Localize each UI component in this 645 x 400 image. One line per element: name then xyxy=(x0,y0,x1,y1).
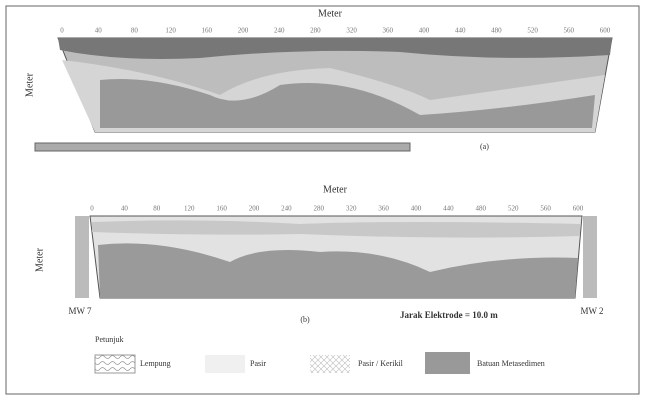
x-tick-label: 40 xyxy=(121,205,129,213)
x-tick-label: 560 xyxy=(564,27,575,35)
x-tick-label: 600 xyxy=(600,27,611,35)
x-tick-label: 280 xyxy=(314,205,325,213)
bottom-y-title: Meter xyxy=(34,247,45,272)
x-tick-label: 160 xyxy=(216,205,227,213)
left-well-label: MW 7 xyxy=(68,306,92,316)
x-tick-label: 520 xyxy=(508,205,519,213)
bottom-bedrock xyxy=(98,243,578,298)
x-tick-label: 240 xyxy=(274,27,285,35)
x-tick-label: 120 xyxy=(165,27,176,35)
x-tick-label: 480 xyxy=(491,27,502,35)
x-tick-label: 0 xyxy=(60,27,64,35)
colorbar xyxy=(34,142,411,152)
x-tick-label: 0 xyxy=(90,205,94,213)
x-tick-label: 240 xyxy=(281,205,292,213)
right-well xyxy=(583,216,597,298)
x-tick-label: 440 xyxy=(455,27,466,35)
left-well xyxy=(75,216,89,298)
top-x-title: Meter xyxy=(318,8,343,19)
right-well-label: MW 2 xyxy=(580,306,603,316)
legend-swatch xyxy=(205,355,245,373)
legend-swatch xyxy=(425,352,470,374)
x-tick-label: 520 xyxy=(527,27,538,35)
legend-item: Pasir xyxy=(250,359,266,368)
x-tick-label: 160 xyxy=(202,27,213,35)
x-tick-label: 400 xyxy=(411,205,422,213)
bottom-x-title: Meter xyxy=(323,184,348,195)
x-tick-label: 80 xyxy=(153,205,161,213)
top-layer xyxy=(58,38,612,59)
top-y-title: Meter xyxy=(24,72,35,97)
x-tick-label: 120 xyxy=(184,205,195,213)
spacing-note: Jarak Elektrode = 10.0 m xyxy=(400,310,498,320)
x-tick-label: 360 xyxy=(383,27,394,35)
x-tick-label: 200 xyxy=(249,205,260,213)
legend-title: Petunjuk xyxy=(95,335,123,344)
top-panel-label: (a) xyxy=(480,142,489,151)
bottom-top-layer xyxy=(92,220,580,238)
legend-swatch xyxy=(94,354,136,374)
legend-item: Pasir / Kerikil xyxy=(358,359,404,368)
x-tick-label: 360 xyxy=(378,205,389,213)
x-tick-label: 200 xyxy=(238,27,249,35)
x-tick-label: 280 xyxy=(310,27,321,35)
legend-swatch xyxy=(310,355,350,373)
bottom-panel-label: (b) xyxy=(300,315,310,324)
x-tick-label: 600 xyxy=(573,205,584,213)
x-tick-label: 560 xyxy=(540,205,551,213)
x-tick-label: 320 xyxy=(346,27,357,35)
x-tick-label: 80 xyxy=(131,27,139,35)
x-tick-label: 440 xyxy=(443,205,454,213)
legend-item: Lempung xyxy=(140,359,171,368)
x-tick-label: 400 xyxy=(419,27,430,35)
x-tick-label: 480 xyxy=(476,205,487,213)
x-tick-label: 40 xyxy=(95,27,103,35)
legend-item: Batuan Metasedimen xyxy=(477,359,545,368)
x-tick-label: 320 xyxy=(346,205,357,213)
top-low-layer xyxy=(100,79,595,128)
